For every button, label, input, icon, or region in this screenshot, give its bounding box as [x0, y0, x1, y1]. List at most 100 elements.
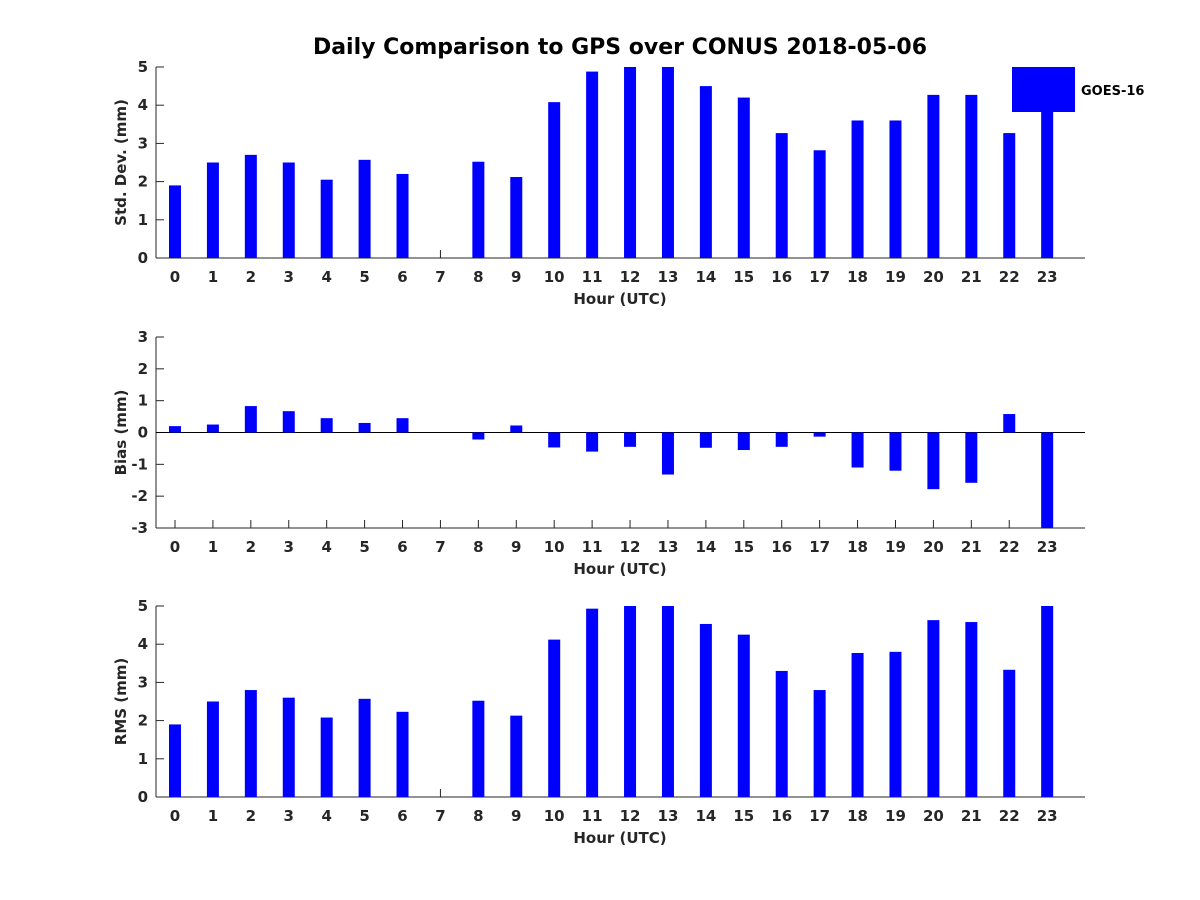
bar-std-dev-20 [927, 94, 940, 258]
x-tick-label: 19 [885, 538, 906, 556]
bar-bias-16 [775, 432, 788, 447]
bar-bias-8 [472, 432, 485, 440]
x-tick-label: 14 [695, 538, 716, 556]
bar-std-dev-10 [548, 102, 561, 258]
x-tick-label: 1 [208, 807, 218, 825]
x-axis-label: Hour (UTC) [573, 560, 666, 578]
x-tick-label: 2 [246, 807, 256, 825]
x-tick-label: 18 [847, 807, 868, 825]
y-axis-label: Std. Dev. (mm) [112, 99, 130, 226]
bar-std-dev-21 [965, 94, 978, 258]
bar-rms-11 [586, 608, 599, 797]
x-tick-label: 1 [208, 538, 218, 556]
y-tick-label: 3 [138, 328, 148, 346]
x-tick-label: 19 [885, 268, 906, 286]
x-tick-label: 12 [620, 268, 641, 286]
bar-rms-0 [169, 724, 181, 797]
y-tick-label: 0 [138, 249, 148, 267]
bar-rms-1 [206, 701, 219, 797]
bar-std-dev-17 [813, 150, 826, 258]
bar-rms-5 [358, 698, 371, 797]
y-tick-label: 0 [138, 788, 148, 806]
bar-bias-4 [320, 418, 333, 433]
y-tick-label: 1 [138, 211, 148, 229]
bar-bias-11 [586, 432, 599, 452]
x-tick-label: 20 [923, 538, 944, 556]
bar-std-dev-2 [244, 154, 257, 258]
bar-std-dev-13 [661, 67, 674, 258]
y-tick-label: -3 [131, 519, 148, 537]
x-tick-label: 0 [170, 538, 180, 556]
bar-std-dev-6 [396, 173, 409, 258]
legend-label: GOES-16 [1081, 84, 1144, 99]
bar-rms-2 [244, 690, 257, 797]
x-tick-label: 15 [733, 268, 754, 286]
x-tick-label: 19 [885, 807, 906, 825]
bar-rms-16 [775, 670, 788, 797]
y-tick-label: 1 [138, 750, 148, 768]
x-tick-label: 12 [620, 807, 641, 825]
bar-bias-2 [244, 406, 257, 433]
y-tick-label: 4 [138, 96, 148, 114]
x-axis-label: Hour (UTC) [573, 290, 666, 308]
bar-std-dev-12 [624, 67, 637, 258]
x-tick-label: 14 [695, 807, 716, 825]
x-tick-label: 5 [359, 268, 369, 286]
x-tick-label: 18 [847, 268, 868, 286]
bar-bias-12 [624, 432, 637, 447]
x-tick-label: 13 [658, 268, 679, 286]
x-tick-label: 4 [321, 538, 331, 556]
legend: GOES-16 [1012, 67, 1144, 112]
bar-bias-17 [813, 432, 826, 437]
bar-bias-5 [358, 422, 371, 433]
x-tick-label: 7 [435, 807, 445, 825]
bar-rms-10 [548, 639, 561, 797]
y-tick-label: -2 [131, 487, 148, 505]
bar-rms-15 [737, 634, 750, 797]
y-tick-label: -1 [131, 455, 148, 473]
x-tick-label: 6 [397, 807, 407, 825]
x-tick-label: 12 [620, 538, 641, 556]
bar-std-dev-16 [775, 133, 788, 258]
x-tick-label: 6 [397, 268, 407, 286]
y-tick-label: 1 [138, 392, 148, 410]
y-tick-label: 5 [138, 597, 148, 615]
x-tick-label: 11 [582, 538, 603, 556]
x-tick-label: 16 [771, 807, 792, 825]
y-tick-label: 2 [138, 360, 148, 378]
bar-std-dev-19 [889, 120, 902, 258]
x-tick-label: 20 [923, 807, 944, 825]
x-tick-label: 3 [284, 268, 294, 286]
bar-std-dev-1 [206, 162, 219, 258]
x-tick-label: 23 [1037, 807, 1058, 825]
x-tick-label: 2 [246, 268, 256, 286]
bar-bias-19 [889, 432, 902, 471]
y-tick-label: 3 [138, 134, 148, 152]
bar-rms-8 [472, 700, 485, 797]
bar-bias-23 [1041, 432, 1054, 528]
x-tick-label: 15 [733, 538, 754, 556]
x-tick-label: 0 [170, 807, 180, 825]
x-tick-label: 2 [246, 538, 256, 556]
x-tick-label: 9 [511, 268, 521, 286]
y-tick-label: 5 [138, 58, 148, 76]
y-axis-label: Bias (mm) [112, 390, 130, 476]
x-tick-label: 17 [809, 807, 830, 825]
x-tick-label: 23 [1037, 538, 1058, 556]
x-tick-label: 16 [771, 538, 792, 556]
bar-rms-21 [965, 622, 978, 797]
bar-rms-20 [927, 620, 940, 797]
y-tick-label: 0 [138, 424, 148, 442]
x-tick-label: 1 [208, 268, 218, 286]
x-tick-label: 3 [284, 538, 294, 556]
bar-bias-18 [851, 432, 864, 468]
x-tick-label: 8 [473, 268, 483, 286]
bar-std-dev-18 [851, 120, 864, 258]
x-tick-label: 4 [321, 268, 331, 286]
x-tick-label: 17 [809, 268, 830, 286]
bar-rms-3 [282, 697, 295, 797]
bar-std-dev-4 [320, 179, 333, 258]
